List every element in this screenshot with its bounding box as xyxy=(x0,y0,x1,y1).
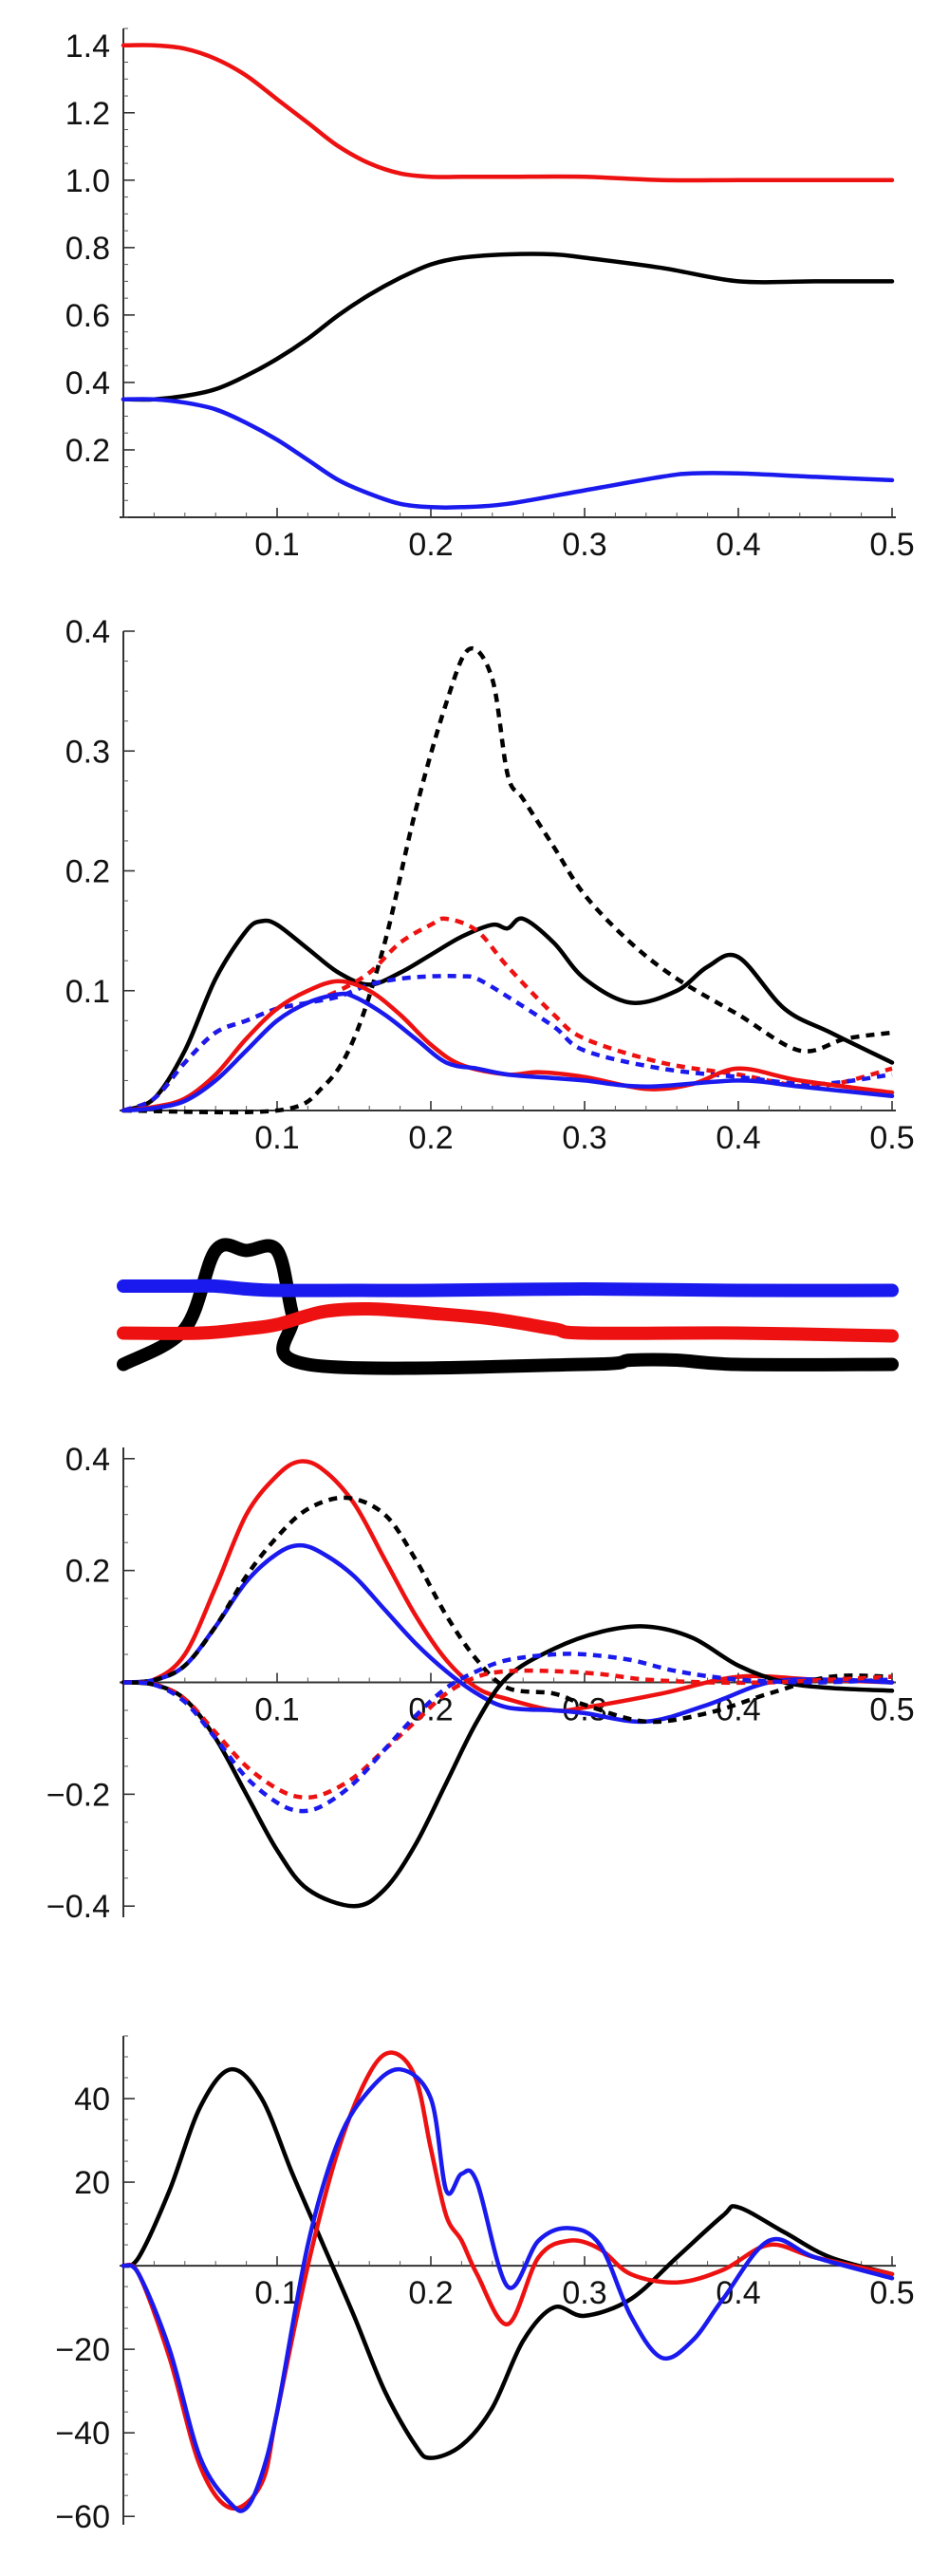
x-tick-label: 0.3 xyxy=(562,527,606,563)
x-tick-label: 0.2 xyxy=(408,1120,453,1156)
y-tick-label: 0.8 xyxy=(65,231,110,267)
y-tick-label: 0.2 xyxy=(65,1554,110,1590)
series-red-solid-line xyxy=(121,43,895,183)
y-tick-label: 1.4 xyxy=(65,28,110,65)
x-tick-label: 0.2 xyxy=(408,2275,453,2311)
y-tick-label: 0.3 xyxy=(65,734,110,770)
y-tick-label: 0.4 xyxy=(65,365,110,401)
x-tick-label: 0.1 xyxy=(254,2275,299,2311)
x-tick-label: 0.5 xyxy=(869,2275,914,2311)
x-tick-label: 0.2 xyxy=(408,527,453,563)
x-tick-label: 0.4 xyxy=(716,527,760,563)
y-tick-label: 0.4 xyxy=(65,1442,110,1478)
series-blue-solid-line xyxy=(121,397,895,510)
x-tick-label: 0.5 xyxy=(869,1120,914,1156)
panel-1-line-chart: 0.1 0.2 0.3 0.4 0.5 0.2 0.4 0.6 0.8 1.0 1.2 1.4 xyxy=(65,28,915,563)
x-tick-label: 0.3 xyxy=(562,2275,606,2311)
y-tick-label: 0.4 xyxy=(65,614,110,650)
y-tick-label: 0.2 xyxy=(65,854,110,890)
series-blue-solid-line xyxy=(117,1279,899,1297)
x-tick-label: 0.5 xyxy=(869,1692,914,1728)
x-tick-label: 0.4 xyxy=(716,2275,760,2311)
y-tick-label: −0.2 xyxy=(47,1777,110,1813)
series-blue-solid-line xyxy=(121,2066,895,2513)
series-black-solid-line xyxy=(121,1624,895,1909)
x-tick-label: 0.3 xyxy=(562,1120,606,1156)
series-red-solid-line xyxy=(121,1459,895,1713)
series-black-solid-line xyxy=(121,916,895,1113)
series-red-dashed-line xyxy=(122,1668,893,1800)
series-black-solid-line xyxy=(121,252,895,402)
y-tick-label: 0.2 xyxy=(65,433,110,469)
y-tick-label: −40 xyxy=(55,2416,110,2452)
y-tick-label: 1.2 xyxy=(65,96,110,132)
series-blue-solid-line xyxy=(121,991,895,1113)
series-red-dashed-line xyxy=(122,916,893,1113)
y-tick-label: 0.6 xyxy=(65,298,110,334)
y-tick-label: 1.0 xyxy=(65,163,110,199)
x-tick-label: 0.1 xyxy=(254,527,299,563)
y-tick-label: 40 xyxy=(74,2081,110,2118)
panel-3-line-chart xyxy=(117,1238,899,1375)
x-tick-label: 0.1 xyxy=(254,1692,299,1728)
series-black-solid-line xyxy=(121,2066,895,2460)
y-tick-label: −0.4 xyxy=(47,1889,110,1925)
x-tick-label: 0.1 xyxy=(254,1120,299,1156)
series-red-solid-line xyxy=(121,2050,895,2511)
y-tick-label: 0.1 xyxy=(65,974,110,1010)
series-blue-solid-line xyxy=(121,1542,895,1725)
panel-2-line-chart: 0.1 0.2 0.3 0.4 0.5 0.1 0.2 0.3 0.4 xyxy=(65,614,915,1156)
panel-5-line-chart: 0.1 0.2 0.3 0.4 0.5 −60 −40 −20 20 40 xyxy=(55,2035,915,2535)
y-tick-label: 20 xyxy=(74,2165,110,2201)
x-tick-label: 0.5 xyxy=(869,527,914,563)
y-tick-label: −20 xyxy=(55,2332,110,2368)
series-black-solid-line xyxy=(117,1238,899,1375)
x-tick-label: 0.2 xyxy=(408,1692,453,1728)
y-tick-label: −60 xyxy=(55,2499,110,2535)
series-black-dashed-line xyxy=(122,645,893,1115)
series-blue-dashed-line xyxy=(122,974,893,1113)
series-red-solid-line xyxy=(117,1301,899,1343)
panel-4-line-chart: 0.1 0.2 0.3 0.4 0.5−0.4−0.20.20.4 xyxy=(47,1442,915,1925)
x-tick-label: 0.4 xyxy=(716,1120,760,1156)
series-black-dashed-line xyxy=(122,1495,893,1725)
